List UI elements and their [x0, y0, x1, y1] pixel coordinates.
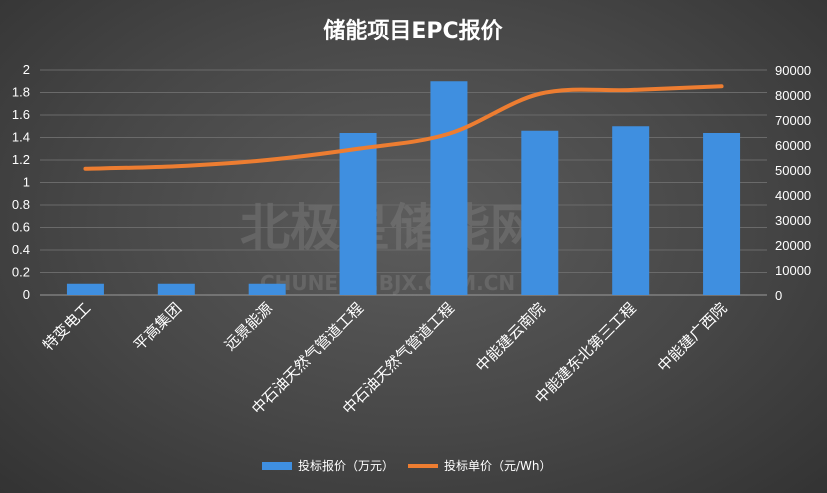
legend-label-bar: 投标报价（万元）	[298, 458, 394, 473]
category-label: 平高集团	[130, 299, 185, 354]
bar	[339, 133, 377, 295]
legend-swatch-bar	[262, 462, 292, 470]
legend-label-line: 投标单价（元/Wh）	[444, 458, 552, 473]
line-series	[83, 84, 724, 171]
category-label: 远景能源	[221, 299, 276, 354]
left-tick-label: 1.8	[12, 85, 30, 100]
category-label: 特变电工	[39, 299, 94, 354]
right-tick-label: 50000	[775, 163, 811, 178]
category-label: 中能建东北第三工程	[531, 299, 639, 407]
line-series-path	[83, 84, 724, 171]
bar	[157, 283, 195, 295]
right-tick-label: 0	[775, 288, 782, 303]
bar	[248, 283, 286, 295]
right-tick-label: 40000	[775, 188, 811, 203]
bar	[703, 133, 741, 295]
right-tick-label: 60000	[775, 138, 811, 153]
bar	[66, 283, 104, 295]
right-axis-ticks: 0 10000 20000 30000 40000 50000 60000 70000 8000…	[775, 63, 811, 303]
right-tick-label: 10000	[775, 263, 811, 278]
right-tick-label: 70000	[775, 113, 811, 128]
right-tick-label: 90000	[775, 63, 811, 78]
bar	[521, 130, 559, 295]
left-tick-label: 0.2	[12, 265, 30, 280]
left-axis-ticks: 0 0.2 0.4 0.6 0.8 1 1.2 1.4 1.6 1.8 2	[12, 62, 30, 302]
bar	[612, 126, 650, 295]
right-tick-label: 20000	[775, 238, 811, 253]
legend: 投标报价（万元） 投标单价（元/Wh）	[262, 458, 552, 473]
left-tick-label: 2	[23, 62, 30, 77]
right-tick-label: 30000	[775, 213, 811, 228]
watermark: 北极星储能网 CHUNENG.BJX.COM.CN	[240, 199, 540, 295]
left-tick-label: 1.2	[12, 152, 30, 167]
bar	[430, 81, 468, 295]
gridlines	[40, 69, 767, 296]
left-tick-label: 1.6	[12, 107, 30, 122]
bar-series	[66, 81, 741, 295]
left-tick-label: 0	[23, 287, 30, 302]
left-tick-label: 1	[23, 175, 30, 190]
watermark-sub-text: CHUNENG.BJX.COM.CN	[260, 271, 515, 295]
left-tick-label: 0.8	[12, 197, 30, 212]
category-label: 中能建广西院	[654, 299, 730, 375]
category-label: 中能建云南院	[472, 299, 548, 375]
left-tick-label: 0.6	[12, 220, 30, 235]
chart-title: 储能项目EPC报价	[323, 18, 503, 44]
left-tick-label: 1.4	[12, 130, 30, 145]
left-tick-label: 0.4	[12, 242, 30, 257]
right-tick-label: 80000	[775, 88, 811, 103]
